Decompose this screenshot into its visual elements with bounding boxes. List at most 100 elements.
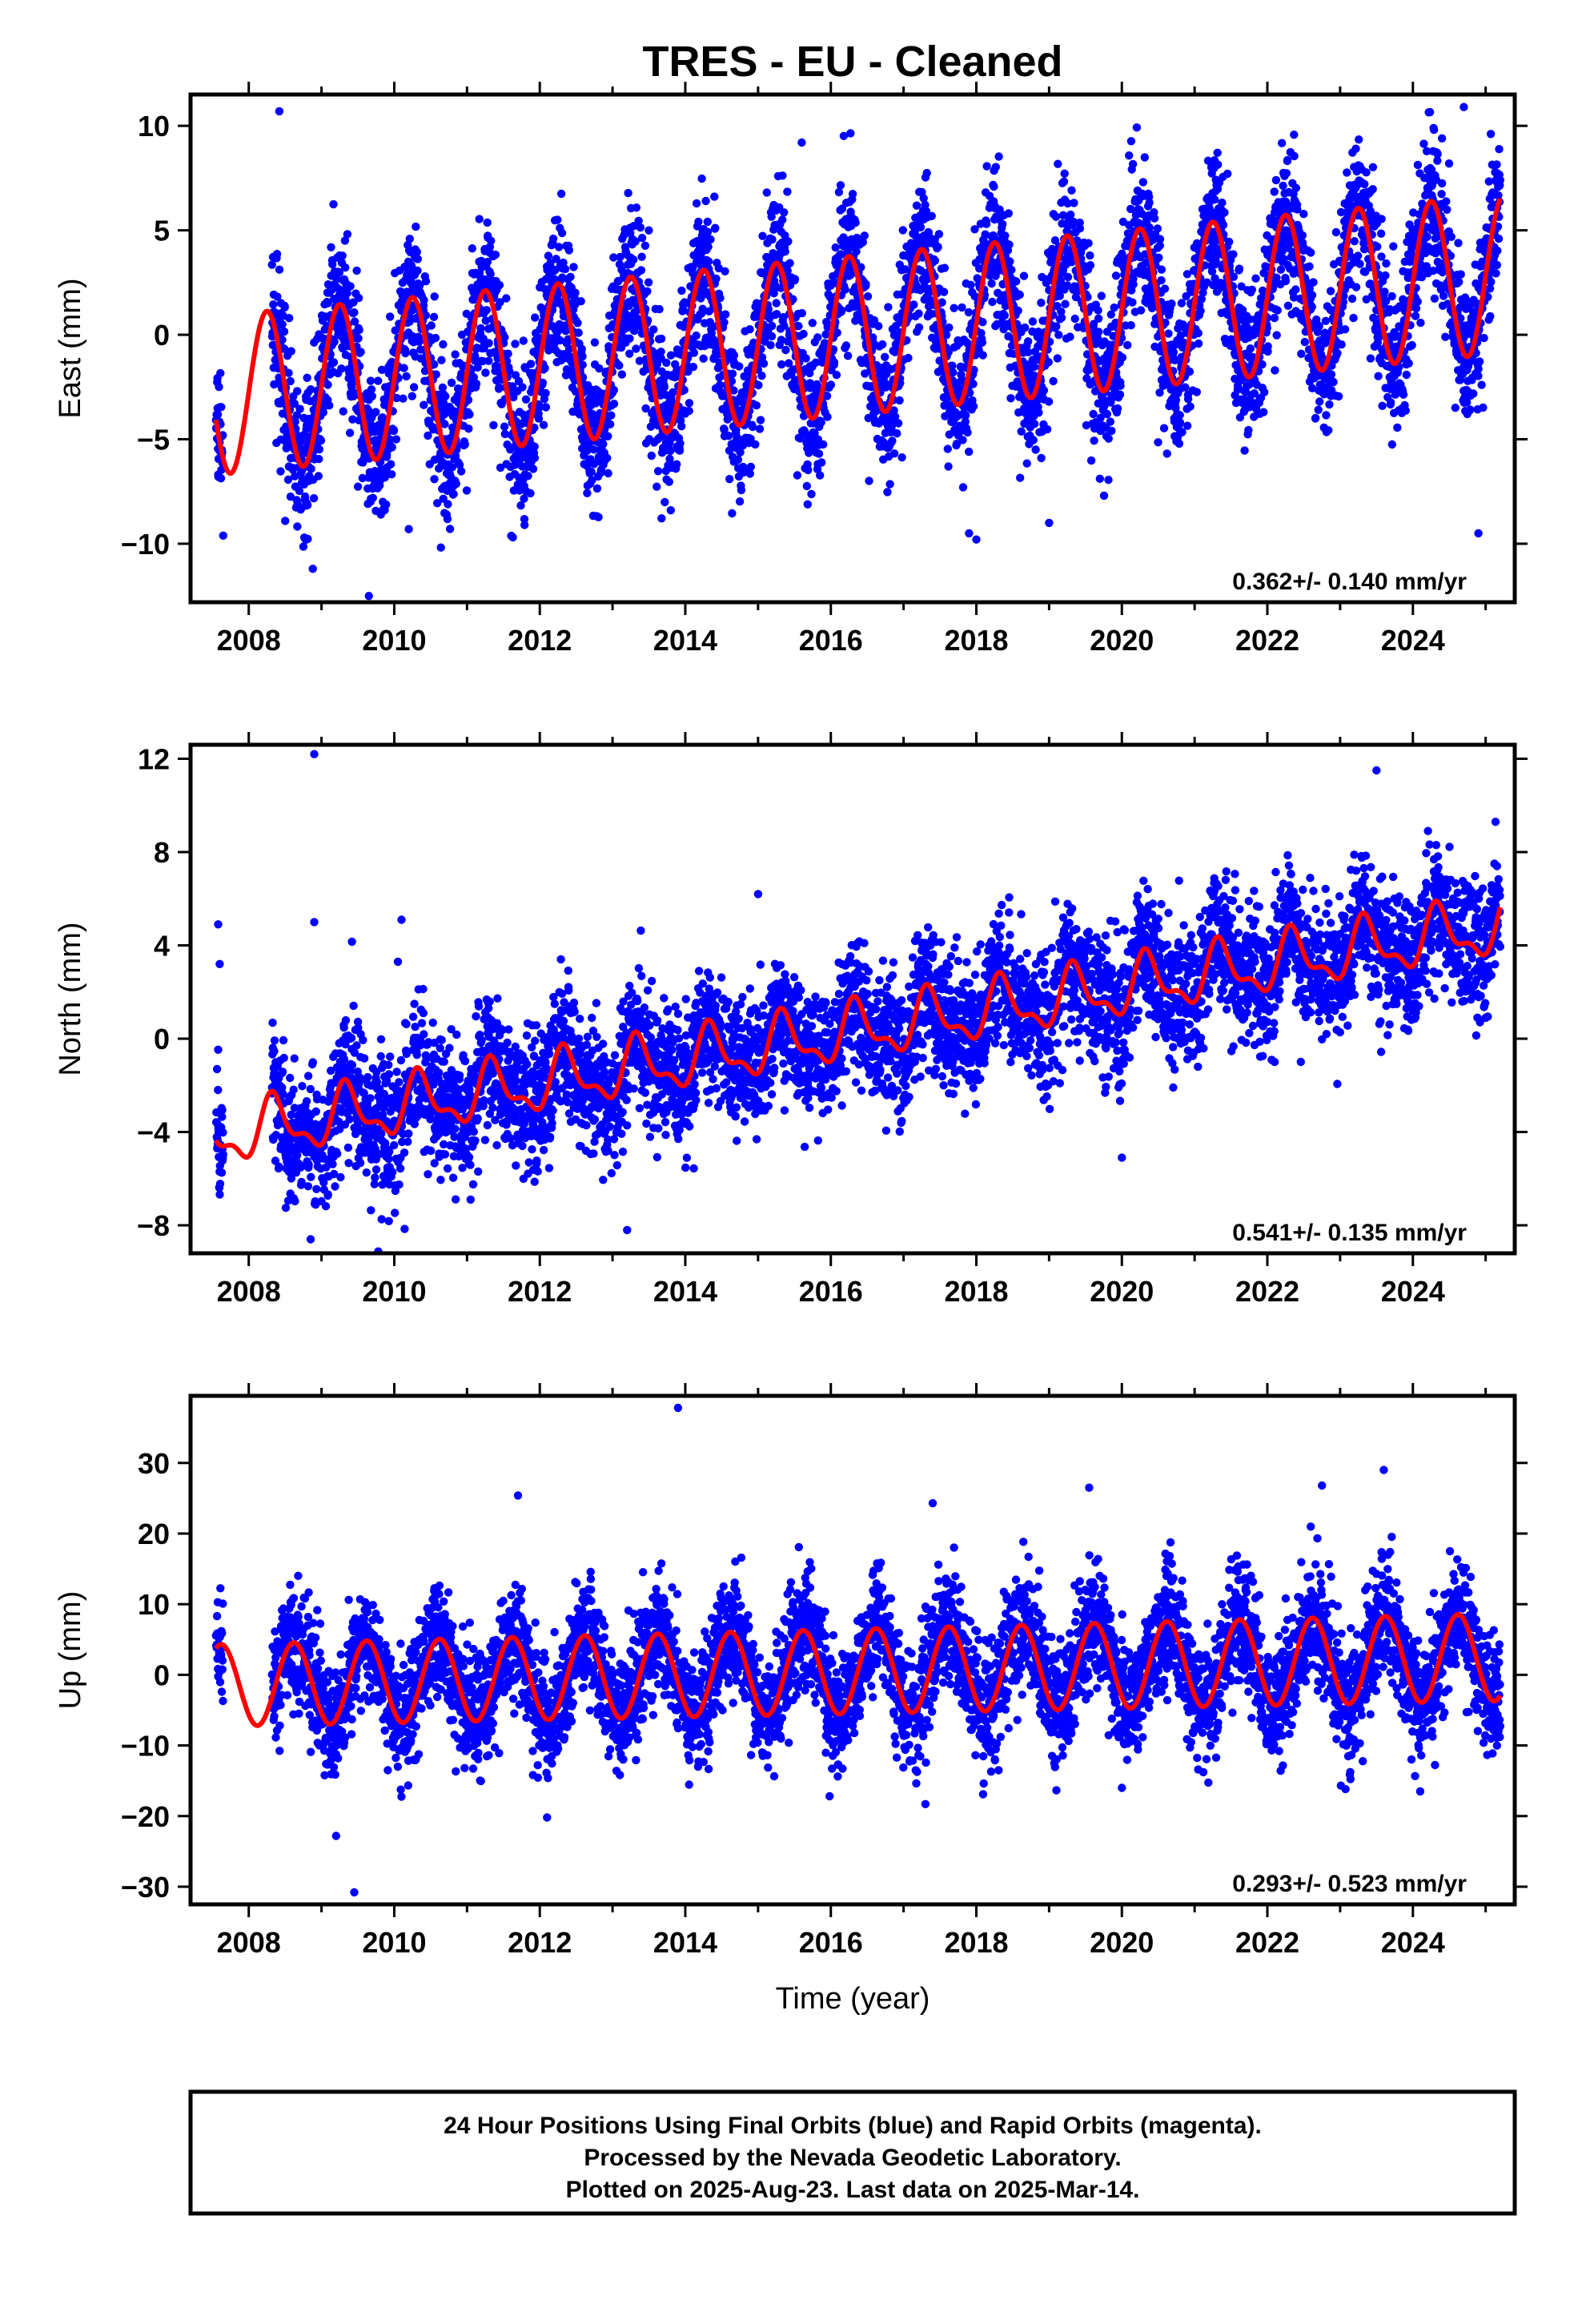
data-point	[689, 363, 698, 372]
data-point	[337, 364, 346, 373]
data-point	[368, 493, 377, 502]
data-point	[1308, 384, 1317, 392]
data-point	[389, 426, 399, 436]
data-point	[652, 482, 661, 491]
data-point	[1157, 275, 1166, 285]
data-point	[353, 482, 363, 491]
data-point	[939, 287, 949, 296]
data-point	[1022, 459, 1031, 468]
east-panel: 2008 2010 2012 2014 2016 2018 2020 2022 2024−10−…	[54, 82, 1528, 657]
data-point	[858, 238, 868, 247]
data-point	[1374, 372, 1383, 380]
data-point	[665, 477, 673, 486]
data-point	[609, 400, 619, 408]
data-point	[1118, 353, 1127, 362]
data-point	[439, 340, 448, 349]
data-point	[785, 259, 794, 267]
data-point	[405, 235, 414, 243]
data-point	[656, 334, 666, 344]
data-point	[837, 306, 846, 315]
data-point	[464, 424, 473, 433]
data-point	[631, 237, 640, 246]
data-point	[1322, 411, 1331, 420]
data-point	[944, 348, 954, 356]
data-point	[969, 402, 978, 411]
data-point	[509, 392, 518, 402]
data-point	[745, 469, 754, 478]
data-point	[1060, 169, 1069, 178]
data-point	[569, 263, 578, 271]
data-point	[1037, 453, 1046, 463]
data-point	[299, 542, 308, 551]
data-point	[213, 410, 223, 419]
data-point	[504, 349, 512, 358]
data-point	[818, 440, 828, 449]
data-point	[1351, 283, 1361, 292]
data-point	[704, 257, 713, 266]
data-point	[534, 414, 544, 423]
data-point	[371, 408, 380, 416]
data-point	[1006, 394, 1015, 403]
data-point	[829, 358, 839, 367]
data-point	[556, 189, 566, 199]
data-point	[1115, 390, 1125, 399]
data-point	[1150, 342, 1159, 352]
data-point	[822, 392, 832, 400]
data-point	[1270, 187, 1279, 196]
data-point	[350, 317, 359, 326]
data-point	[520, 494, 528, 503]
data-point	[978, 351, 987, 360]
data-point	[616, 252, 624, 262]
data-point	[1211, 195, 1219, 204]
data-point	[861, 279, 870, 288]
data-point	[988, 297, 997, 307]
data-point	[1314, 405, 1323, 414]
data-point	[1211, 255, 1220, 265]
data-point	[1157, 265, 1166, 274]
data-point	[772, 299, 781, 308]
data-point	[413, 255, 422, 263]
data-point	[496, 463, 505, 472]
data-point	[1291, 183, 1301, 192]
data-point	[452, 479, 460, 489]
data-point	[1054, 331, 1063, 340]
data-point	[325, 401, 334, 410]
data-point	[595, 364, 604, 373]
data-point	[1300, 337, 1310, 347]
data-point	[1362, 168, 1371, 177]
data-point	[978, 318, 987, 327]
data-point	[728, 509, 737, 518]
data-point	[1297, 349, 1306, 358]
data-point	[1039, 386, 1049, 395]
data-point	[1067, 186, 1076, 195]
data-point	[1126, 321, 1135, 330]
data-point	[676, 439, 685, 448]
data-point	[1250, 389, 1259, 398]
data-point	[751, 440, 760, 449]
data-point	[1154, 253, 1163, 262]
data-point	[958, 483, 968, 492]
data-point	[508, 533, 517, 542]
data-point	[427, 321, 436, 330]
data-point	[736, 448, 745, 456]
data-point	[441, 392, 450, 401]
data-point	[783, 266, 792, 275]
data-point	[1106, 417, 1115, 426]
data-point	[874, 322, 883, 331]
data-point	[380, 473, 389, 482]
data-point	[656, 348, 665, 356]
data-point	[1378, 401, 1387, 410]
data-point	[869, 316, 879, 325]
data-point	[1067, 258, 1076, 267]
data-point	[1037, 298, 1046, 308]
data-point	[335, 268, 344, 277]
data-point	[350, 308, 359, 317]
data-point	[1063, 281, 1072, 290]
data-point	[531, 313, 540, 322]
data-point	[1030, 420, 1039, 428]
data-point	[860, 231, 869, 240]
data-point	[273, 292, 282, 301]
data-point	[314, 472, 323, 480]
data-point	[366, 376, 375, 385]
data-point	[412, 222, 420, 231]
